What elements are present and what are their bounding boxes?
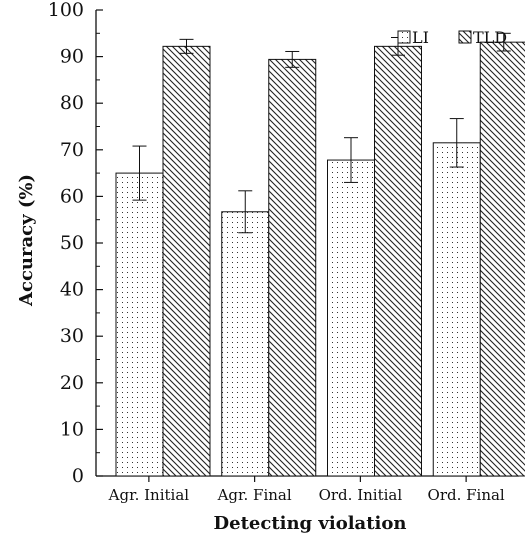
y-tick-label: 20 bbox=[60, 372, 84, 394]
x-tick-label: Agr. Final bbox=[217, 486, 292, 504]
bar-tld-3 bbox=[479, 41, 525, 477]
y-tick-label: 40 bbox=[60, 279, 84, 301]
bar-li-1 bbox=[221, 211, 270, 477]
y-tick-label: 10 bbox=[60, 418, 84, 440]
y-tick-label: 50 bbox=[60, 232, 84, 254]
x-tick-label: Ord. Initial bbox=[319, 486, 403, 504]
bar-li-0 bbox=[115, 172, 164, 477]
y-axis-title: Accuracy (%) bbox=[16, 174, 37, 307]
legend-swatch-tld bbox=[458, 30, 472, 44]
x-tick-label: Agr. Initial bbox=[108, 486, 190, 504]
x-tick-label: Ord. Final bbox=[428, 486, 505, 504]
bar-li-2 bbox=[327, 159, 375, 477]
bar-tld-2 bbox=[374, 45, 422, 477]
y-tick-label: 80 bbox=[60, 92, 84, 114]
y-tick-label: 100 bbox=[48, 0, 84, 21]
x-axis-title: Detecting violation bbox=[214, 513, 407, 534]
y-tick-label: 0 bbox=[72, 465, 84, 487]
y-tick-label: 90 bbox=[60, 46, 84, 68]
bar-tld-1 bbox=[268, 58, 317, 477]
bar-li-3 bbox=[432, 142, 481, 477]
y-tick-label: 30 bbox=[60, 325, 84, 347]
y-tick-label: 70 bbox=[60, 139, 84, 161]
y-tick-label: 60 bbox=[60, 185, 84, 207]
legend-label-tld: TLD bbox=[473, 28, 507, 47]
bar-tld-0 bbox=[162, 45, 211, 477]
legend-swatch-li bbox=[397, 30, 411, 44]
legend-label-li: LI bbox=[412, 28, 429, 47]
